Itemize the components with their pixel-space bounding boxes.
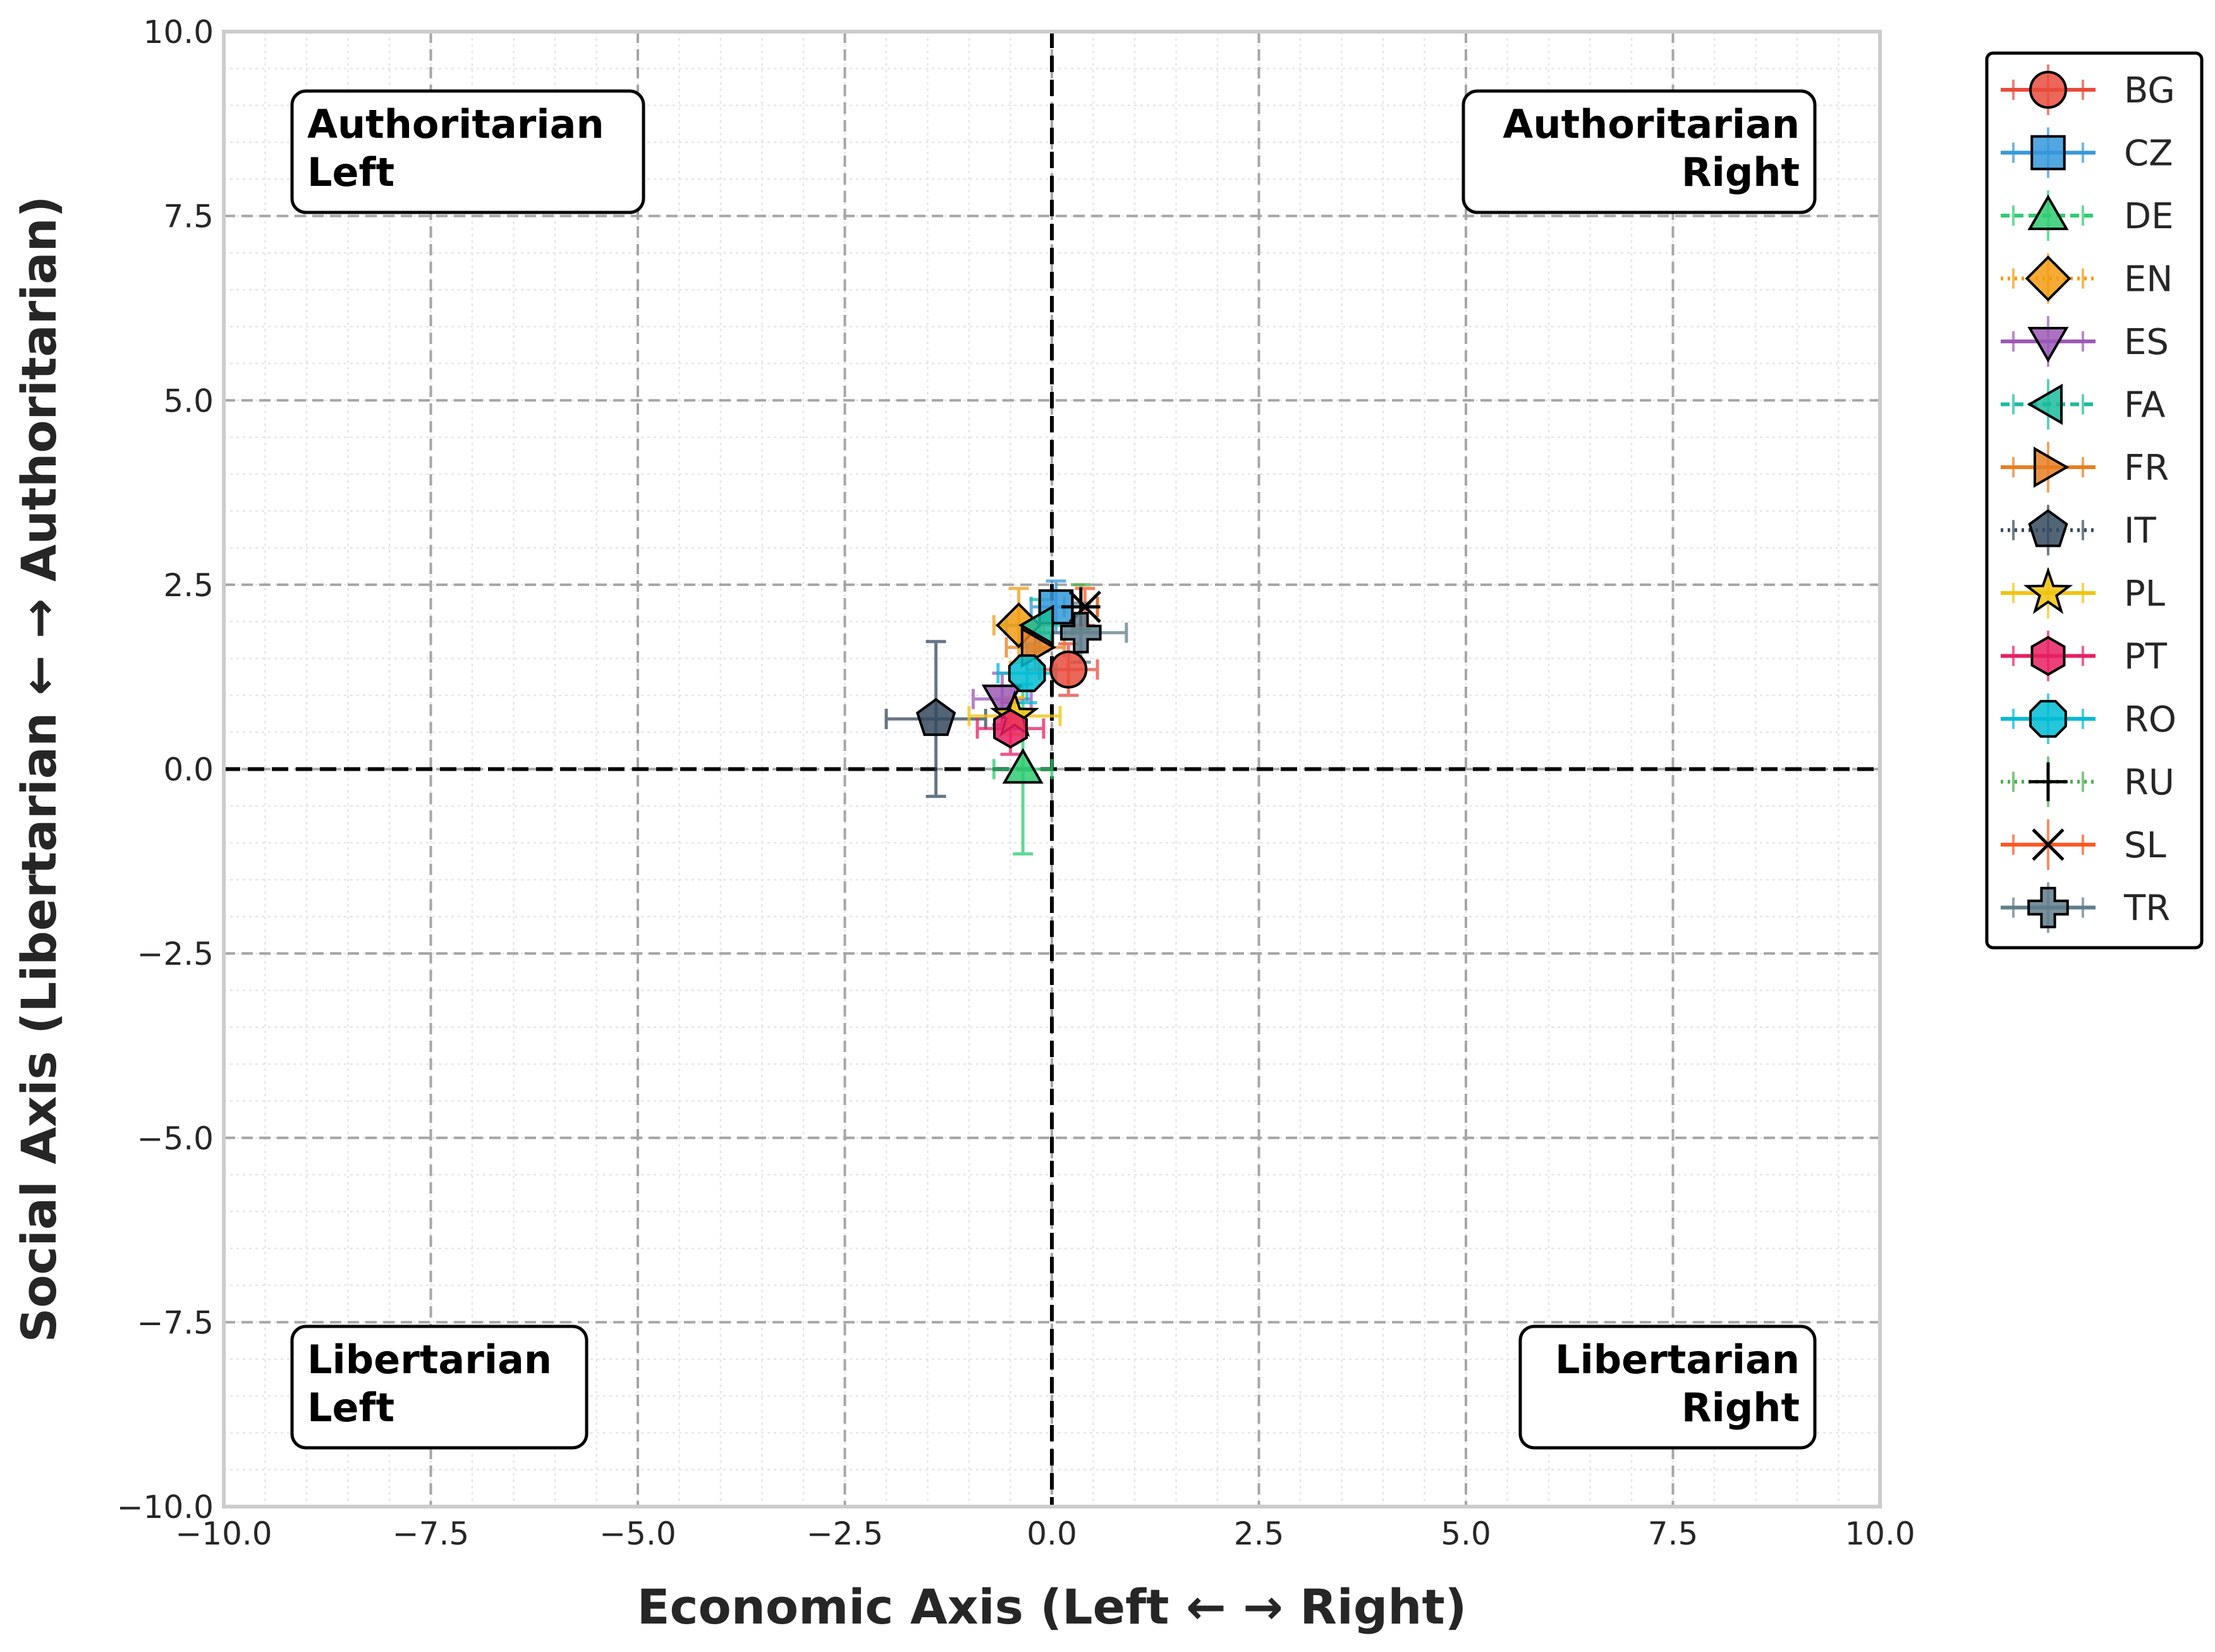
legend-label: ES [2124, 322, 2169, 363]
quadrant-labels: AuthoritarianLeftAuthoritarianRightLiber… [290, 89, 1817, 1450]
legend-marker [2032, 828, 2065, 861]
legend-label: CZ [2124, 133, 2173, 174]
quadrant-label-line2: Left [307, 1385, 394, 1431]
legend-marker [2027, 886, 2069, 929]
legend-marker [2034, 446, 2070, 488]
quadrant-box [290, 1325, 589, 1450]
x-tick-label: −7.5 [393, 1515, 469, 1552]
legend-label: RO [2124, 699, 2176, 740]
y-tick-label: 5.0 [163, 382, 214, 419]
quadrant-label-line2: Right [1681, 1385, 1800, 1431]
x-stroke-b [2032, 828, 2065, 861]
y-tick-label: −5.0 [137, 1120, 214, 1157]
legend-label: SL [2124, 825, 2166, 866]
legend-marker [2027, 383, 2063, 425]
legend-item-ru: RU [2001, 756, 2175, 807]
legend-label: TR [2123, 888, 2170, 929]
quadrant-box [290, 89, 645, 214]
legend-marker [2027, 194, 2069, 230]
quadrant-box [1461, 89, 1817, 214]
quadrant-label-line1: Authoritarian [1503, 101, 1800, 147]
legend-item-fa: FA [2001, 379, 2165, 430]
x-tick-label: 7.5 [1648, 1515, 1699, 1552]
legend-marker [2027, 327, 2069, 363]
legend-label: PL [2124, 573, 2165, 615]
x-tick-label: −5.0 [599, 1515, 676, 1552]
legend-marker [2029, 700, 2067, 738]
point-it [915, 697, 956, 737]
legend-frame [1985, 51, 2204, 950]
y-tick-label: −2.5 [137, 936, 214, 972]
y-tick-label: 0.0 [163, 752, 214, 788]
quadrant-label-line2: Left [307, 149, 394, 195]
point-ro [1008, 654, 1046, 692]
legend-item-bg: BG [2001, 64, 2175, 115]
legend-label: RU [2124, 762, 2175, 804]
x-tick-label: 10.0 [1845, 1515, 1915, 1552]
legend-marker [2023, 566, 2073, 615]
quadrant-label-line1: Libertarian [307, 1337, 552, 1383]
legend-item-fr: FR [2001, 442, 2169, 493]
legend-marker [2029, 71, 2067, 109]
legend-item-tr: TR [2001, 882, 2170, 933]
legend-item-cz: CZ [2001, 127, 2173, 178]
point-pt [993, 708, 1028, 749]
legend-marker [2025, 255, 2072, 302]
point-de [1002, 748, 1044, 784]
x-tick-label: −2.5 [807, 1515, 883, 1552]
y-tick-label: −10.0 [117, 1489, 214, 1526]
quadrant-label-line2: Right [1681, 149, 1800, 195]
point-tr [1060, 611, 1102, 654]
legend-item-pt: PT [2001, 630, 2168, 682]
quadrant-label-line1: Libertarian [1555, 1337, 1800, 1383]
legend[interactable]: BG CZ DE EN ES FA FR IT PL PT RO RU SL TR [1985, 51, 2204, 950]
plot-frame [222, 30, 1882, 1508]
legend-label: EN [2124, 259, 2173, 300]
legend-label: DE [2124, 196, 2174, 237]
x-tick-label: −10.0 [175, 1515, 272, 1552]
legend-item-es: ES [2001, 316, 2169, 367]
x-tick-label: 5.0 [1441, 1515, 1491, 1552]
quadrant-label-line1: Authoritarian [307, 101, 604, 147]
legend-label: BG [2124, 70, 2175, 111]
legend-marker [2030, 135, 2066, 171]
y-tick-labels: −10.0 −7.5 −5.0 −2.5 0.0 2.5 5.0 7.5 10.0 [117, 14, 214, 1526]
legend-label: FA [2124, 385, 2165, 426]
y-tick-label: 10.0 [143, 14, 214, 51]
y-axis-label: Social Axis (Libertarian ← → Authoritari… [11, 196, 67, 1343]
x-tick-label: 2.5 [1234, 1515, 1284, 1552]
legend-item-it: IT [2001, 505, 2157, 556]
legend-label: IT [2124, 511, 2157, 552]
legend-item-pl: PL [2001, 566, 2165, 618]
y-tick-label: 2.5 [163, 567, 214, 604]
legend-label: PT [2124, 637, 2168, 678]
legend-item-sl: SL [2001, 819, 2166, 870]
legend-item-ro: RO [2001, 694, 2176, 744]
point-bg [1049, 651, 1088, 689]
x-tick-labels: −10.0 −7.5 −5.0 −2.5 0.0 2.5 5.0 7.5 10.0 [175, 1515, 1915, 1552]
legend-marker [2030, 635, 2066, 676]
legend-marker [2028, 509, 2068, 548]
quadrant-box [1518, 1325, 1817, 1450]
data-points [915, 587, 1102, 784]
legend-marker [2029, 762, 2068, 802]
x-tick-label: 0.0 [1027, 1515, 1077, 1552]
y-tick-label: −7.5 [137, 1304, 214, 1341]
legend-item-en: EN [2001, 253, 2173, 304]
x-axis-label: Economic Axis (Left ← → Right) [637, 1579, 1467, 1635]
legend-item-de: DE [2001, 190, 2174, 241]
legend-label: FR [2124, 448, 2169, 489]
point-fa [1018, 604, 1054, 646]
y-tick-label: 7.5 [163, 199, 214, 235]
